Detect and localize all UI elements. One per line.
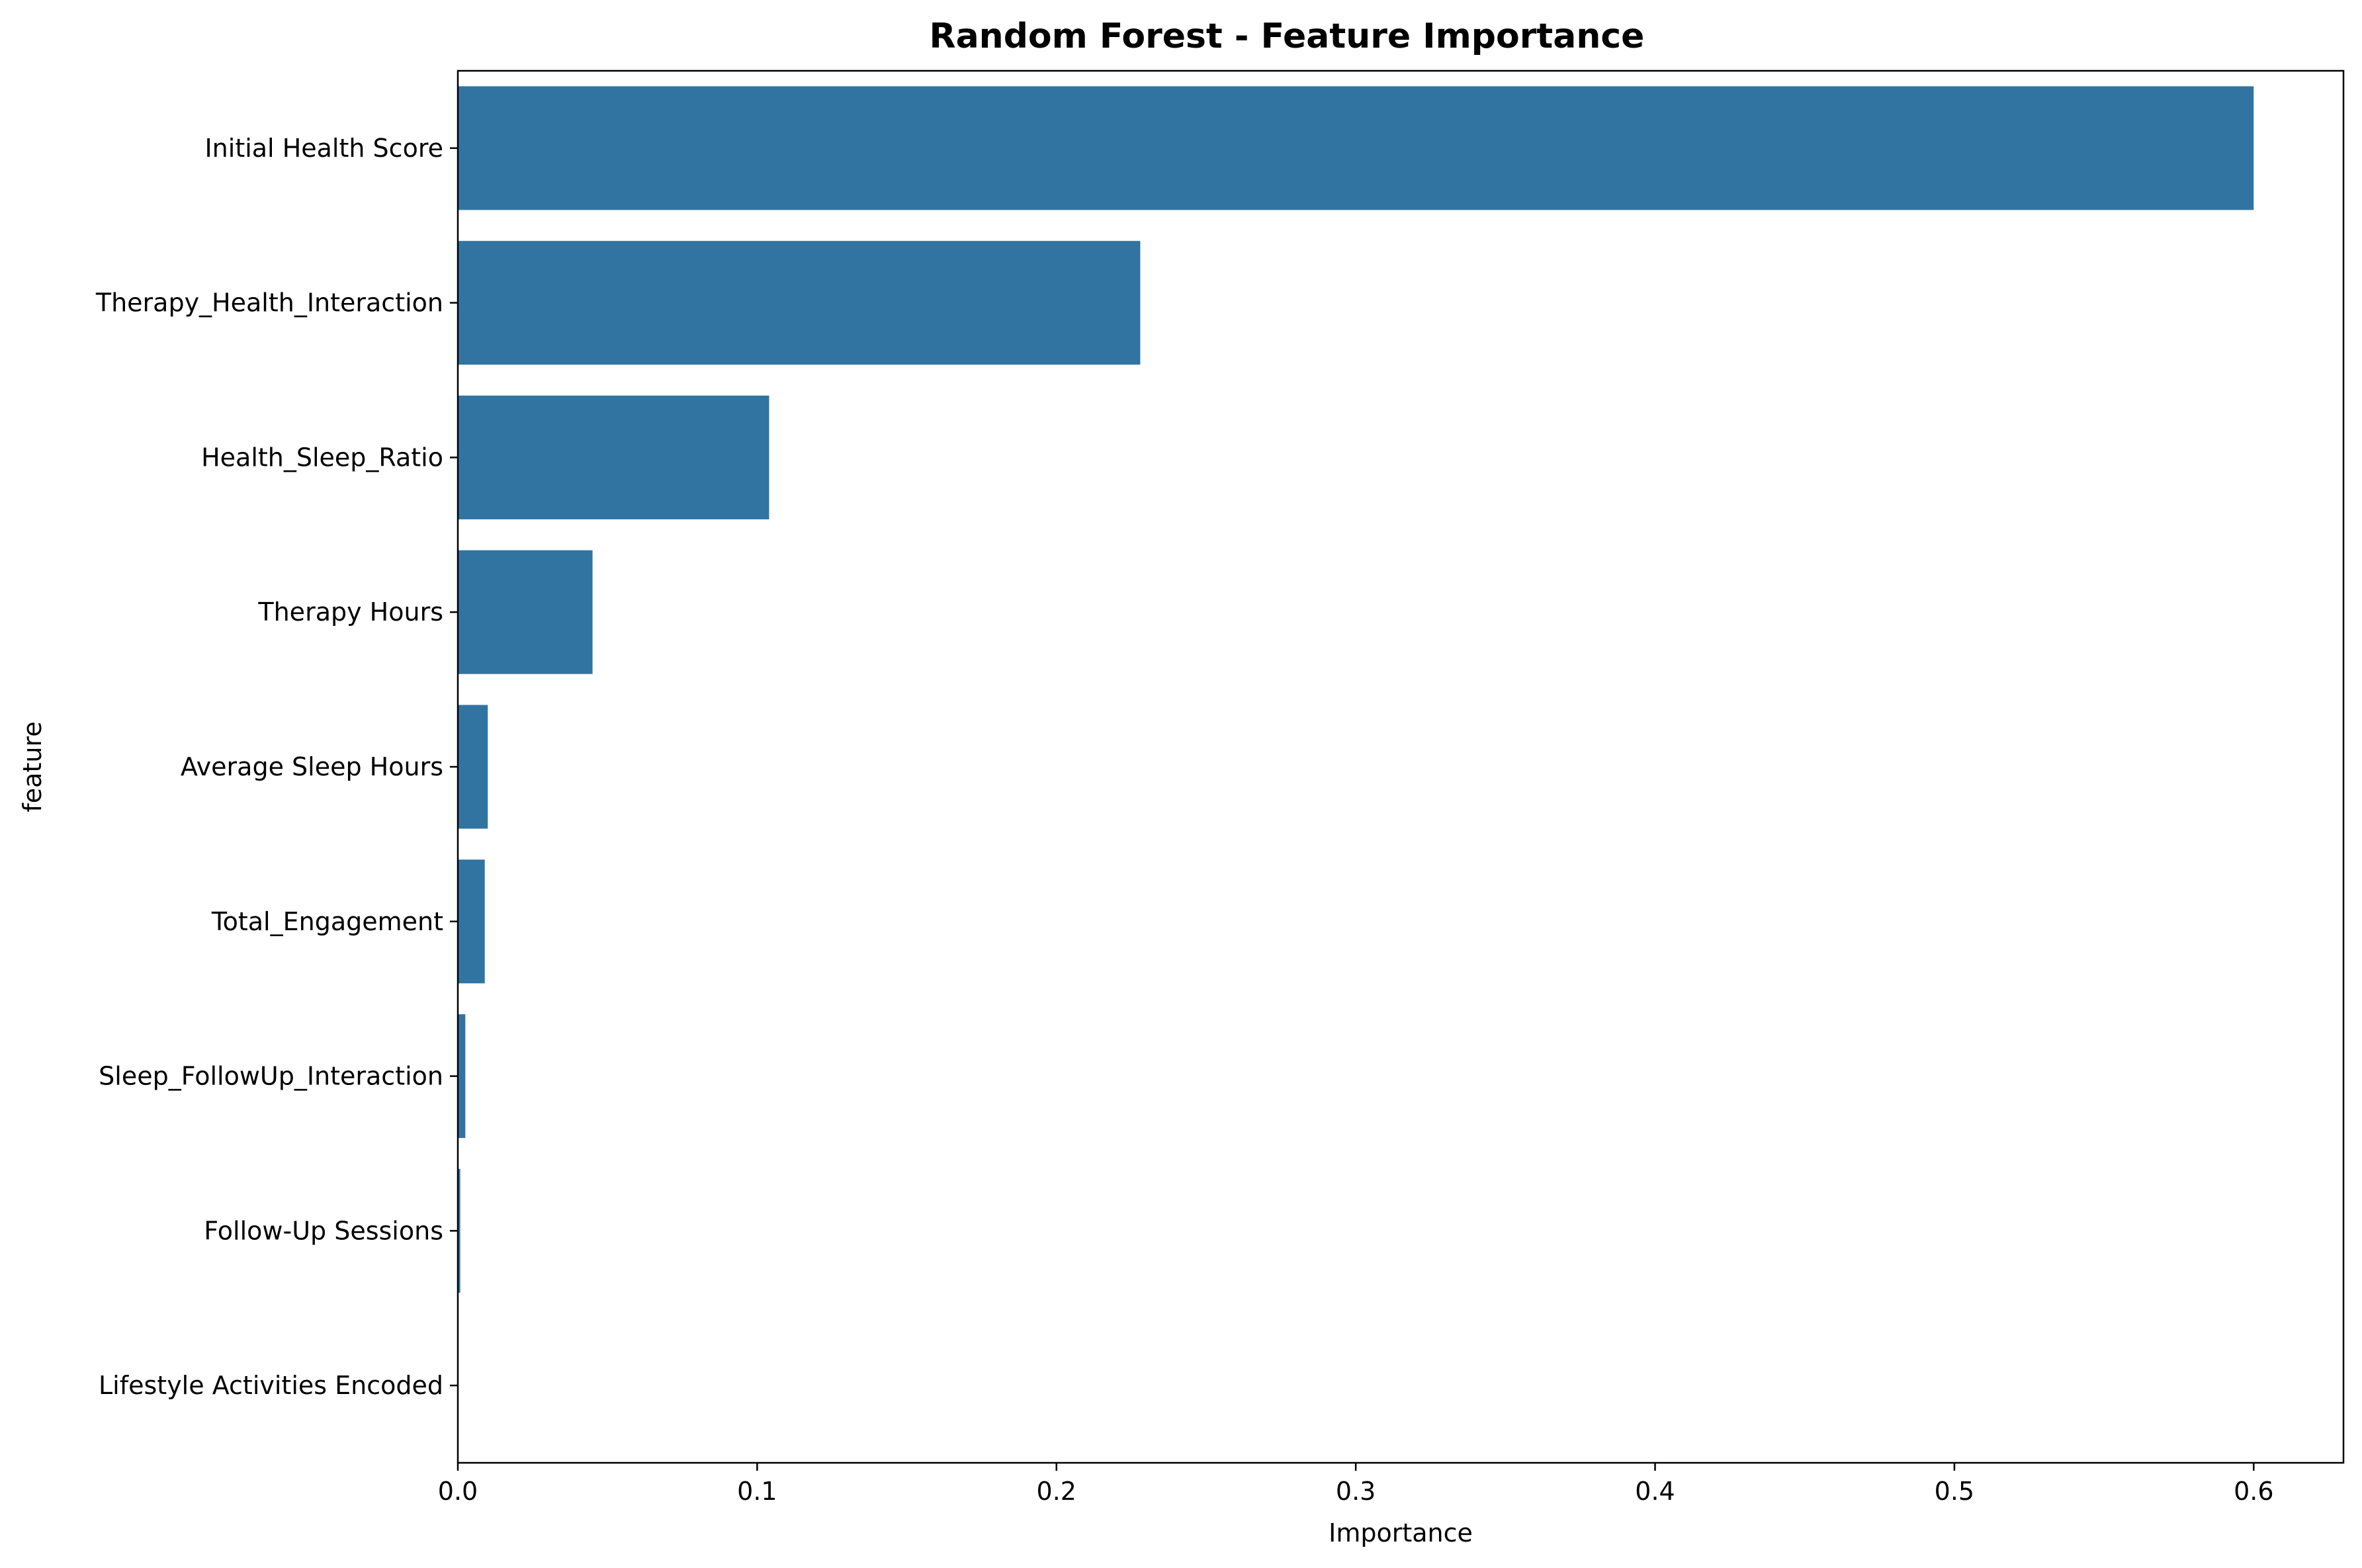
- x-tick-label: 0.4: [1635, 1477, 1675, 1506]
- bars-group: [458, 86, 2254, 1293]
- y-tick-label: Initial Health Score: [204, 134, 443, 163]
- bar: [458, 1014, 466, 1139]
- bar: [458, 1168, 460, 1293]
- bar: [458, 86, 2254, 210]
- x-tick-label: 0.5: [1935, 1477, 1974, 1506]
- y-axis-ticks: Initial Health Score Therapy_Health_Inter…: [95, 134, 458, 1400]
- y-tick-label: Therapy Hours: [257, 597, 443, 627]
- y-axis-label: feature: [18, 721, 47, 812]
- y-tick-label: Average Sleep Hours: [181, 752, 443, 781]
- bar: [458, 859, 485, 984]
- bar: [458, 550, 593, 674]
- x-tick-label: 0.1: [737, 1477, 777, 1506]
- bar: [458, 395, 769, 519]
- x-tick-label: 0.3: [1336, 1477, 1376, 1506]
- x-axis-ticks: 0.0 0.1 0.2 0.3 0.4 0.5 0.6: [438, 1463, 2274, 1506]
- x-tick-label: 0.2: [1037, 1477, 1076, 1506]
- y-tick-label: Health_Sleep_Ratio: [201, 443, 443, 472]
- y-tick-label: Therapy_Health_Interaction: [95, 288, 443, 318]
- x-tick-label: 0.0: [438, 1477, 478, 1506]
- y-tick-label: Sleep_FollowUp_Interaction: [99, 1062, 443, 1091]
- plot-frame: [457, 69, 2345, 1464]
- bar: [458, 241, 1141, 365]
- chart-title: Random Forest - Feature Importance: [930, 17, 1645, 56]
- x-axis-label: Importance: [1329, 1518, 1473, 1547]
- bar: [458, 705, 488, 829]
- y-tick-label: Total_Engagement: [211, 907, 443, 936]
- x-tick-label: 0.6: [2234, 1477, 2273, 1506]
- y-tick-label: Lifestyle Activities Encoded: [99, 1371, 443, 1400]
- y-tick-label: Follow-Up Sessions: [204, 1216, 443, 1245]
